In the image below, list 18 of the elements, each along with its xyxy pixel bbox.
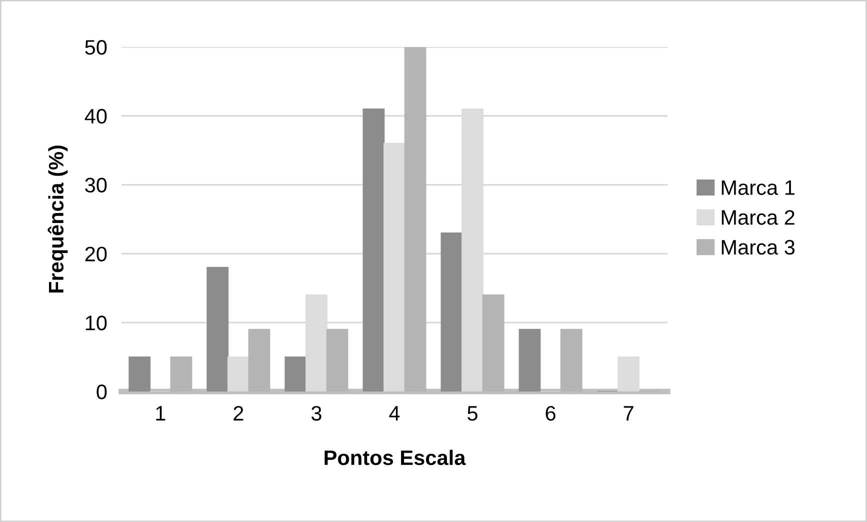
legend-label: Marca 1 xyxy=(722,180,794,195)
x-tick-label: 3 xyxy=(311,406,322,421)
x-tick-label: 4 xyxy=(389,406,400,420)
legend-label: Marca 2 xyxy=(722,210,794,225)
y-axis-title: Frequência (%) xyxy=(48,146,68,293)
y-tick-label: 20 xyxy=(85,246,107,262)
x-tick-label: 7 xyxy=(624,406,634,420)
y-tick-label: 50 xyxy=(85,40,107,55)
legend-label: Marca 3 xyxy=(722,240,795,255)
x-tick-label: 6 xyxy=(546,406,556,421)
x-tick-label: 2 xyxy=(234,406,244,420)
y-tick-label: 10 xyxy=(86,316,107,330)
x-axis-title: Pontos Escala xyxy=(324,450,466,466)
y-tick-label: 40 xyxy=(84,108,107,124)
y-tick-label: 30 xyxy=(85,178,107,193)
x-tick-label: 5 xyxy=(468,406,478,421)
x-tick-label: 1 xyxy=(156,406,166,420)
y-tick-label: 0 xyxy=(96,384,107,400)
